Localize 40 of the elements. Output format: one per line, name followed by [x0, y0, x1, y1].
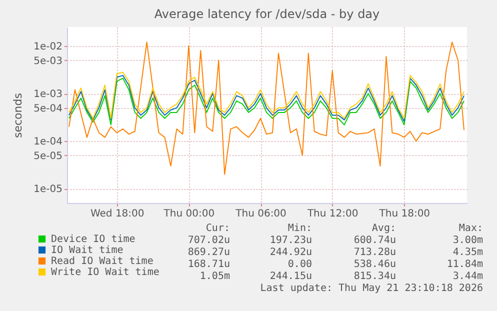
legend-label: Device IO time — [51, 234, 136, 245]
x-tick-label: Thu 12:00 — [306, 208, 358, 220]
text: 713.28u — [354, 247, 396, 258]
x-tick-label: Thu 18:00 — [378, 208, 430, 220]
text: Max: — [458, 223, 483, 234]
text: Last update: Thu May 21 23:10:18 2026 — [260, 283, 483, 294]
text: 707.02u — [188, 235, 230, 246]
y-tick-label: 1e-03 — [34, 89, 62, 100]
text: Avg: — [372, 223, 396, 234]
y-tick-label: 5e-04 — [34, 103, 62, 114]
line-series — [68, 42, 465, 175]
text: 4.35m — [452, 247, 483, 258]
text: 244.15u — [270, 271, 312, 282]
text: 0.00 — [288, 259, 312, 270]
text: Cur: — [206, 223, 230, 234]
legend-label: Read IO Wait time — [51, 256, 154, 267]
y-tick-label: 1e-05 — [34, 184, 62, 196]
legend-label: IO Wait time — [51, 245, 124, 256]
text: 168.71u — [188, 259, 230, 270]
text: 600.74u — [354, 235, 396, 246]
text: 197.23u — [270, 235, 312, 246]
text: 815.34u — [354, 271, 396, 282]
text: 11.84m — [446, 259, 483, 270]
legend-label: Write IO Wait time — [51, 267, 160, 278]
text: 3.00m — [452, 235, 483, 246]
chart-title: Average latency for /dev/sda - by day — [154, 7, 380, 21]
y-tick-label: 5e-03 — [34, 56, 62, 67]
x-tick-label: Thu 06:00 — [234, 208, 286, 220]
text: Min: — [288, 223, 312, 234]
y-axis-title: seconds — [12, 92, 25, 138]
x-tick-label: Wed 18:00 — [90, 208, 144, 220]
text: 244.92u — [270, 247, 312, 258]
y-tick-label: 5e-05 — [34, 150, 62, 162]
y-tick-label: 1e-04 — [34, 136, 62, 148]
text: 538.46u — [354, 259, 396, 270]
x-tick-label: Thu 00:00 — [162, 208, 215, 220]
text: 3.44m — [452, 271, 483, 282]
text: 1.05m — [200, 271, 230, 282]
y-tick-label: 1e-02 — [34, 41, 62, 52]
text: 869.27u — [188, 247, 230, 258]
